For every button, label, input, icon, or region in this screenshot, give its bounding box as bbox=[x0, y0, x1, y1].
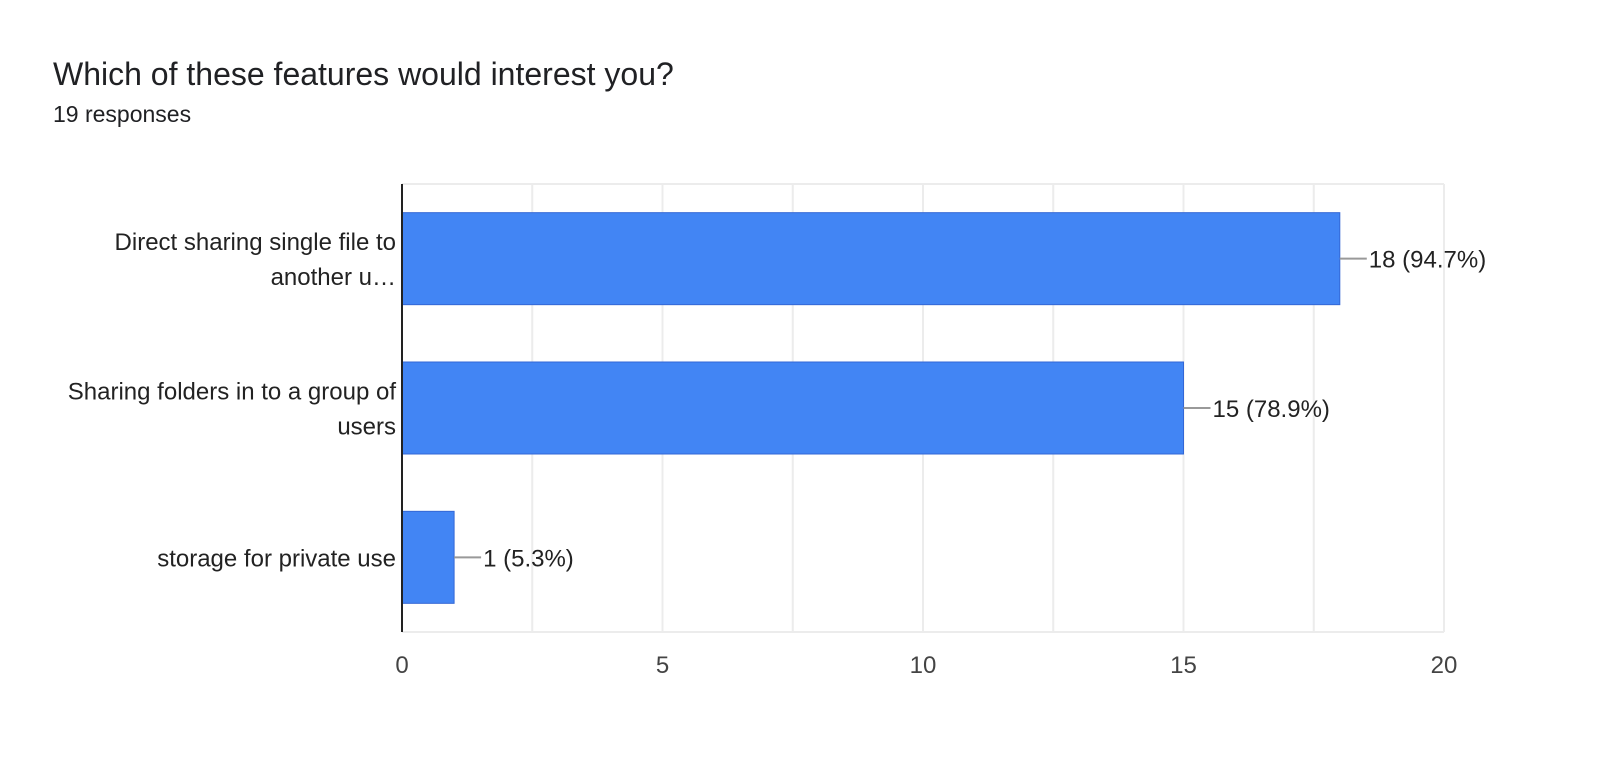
x-tick-label: 20 bbox=[1431, 652, 1458, 679]
chart-header: Which of these features would interest y… bbox=[53, 54, 674, 129]
category-label: another u… bbox=[271, 264, 396, 291]
response-count: 19 responses bbox=[53, 101, 192, 127]
x-tick-label: 0 bbox=[395, 652, 408, 679]
bar bbox=[401, 361, 1184, 455]
data-label: 15 (78.9%) bbox=[1213, 396, 1330, 423]
bar bbox=[401, 212, 1341, 306]
x-tick-label: 10 bbox=[910, 652, 937, 679]
x-tick-label: 5 bbox=[656, 652, 669, 679]
category-label: users bbox=[337, 414, 396, 441]
category-label: Direct sharing single file to bbox=[115, 229, 396, 256]
category-label: storage for private use bbox=[157, 545, 396, 572]
chart-title: Which of these features would interest y… bbox=[53, 56, 674, 92]
data-label: 18 (94.7%) bbox=[1369, 247, 1486, 274]
data-label: 1 (5.3%) bbox=[483, 545, 574, 572]
bar bbox=[401, 510, 455, 604]
x-tick-label: 15 bbox=[1170, 652, 1197, 679]
category-label: Sharing folders in to a group of bbox=[68, 379, 397, 406]
